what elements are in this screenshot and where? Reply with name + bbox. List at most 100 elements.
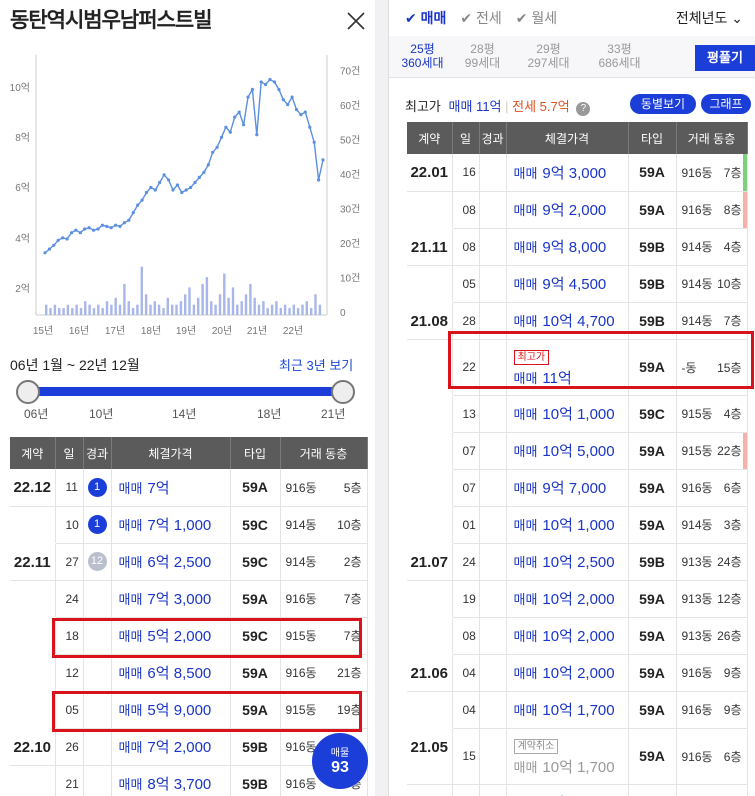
table-row[interactable]: 08 매매 10억 2,000 59A 913동 26층 bbox=[407, 617, 748, 655]
price-cell[interactable]: 매매 7억 1,000 bbox=[111, 506, 231, 544]
contract-month bbox=[407, 432, 453, 470]
tab-sale[interactable]: ✔ 매매 bbox=[405, 10, 447, 26]
slider-start-handle[interactable] bbox=[16, 380, 40, 404]
table-row[interactable]: 22.11 27 12 매매 6억 2,500 59C 914동 2층 bbox=[10, 543, 368, 581]
day-text: 24 bbox=[65, 591, 79, 606]
volume-bar bbox=[123, 283, 126, 315]
price-cell[interactable]: 매매 10억 1,000 bbox=[506, 506, 629, 544]
table-row[interactable]: 05 매매 5억 9,000 59A 915동 19층 bbox=[10, 691, 368, 729]
slider-end-handle[interactable] bbox=[331, 380, 355, 404]
dong-floor-cell: 916동 7층 bbox=[676, 154, 748, 192]
price-cell[interactable]: 매매 10억 2,000 bbox=[506, 654, 629, 692]
expand-area-button[interactable]: 평풀기 bbox=[695, 45, 755, 71]
price-cell[interactable]: 매매 10억 2,000 bbox=[506, 580, 629, 618]
price-cell[interactable]: 매매 10억 1,000 bbox=[506, 395, 629, 433]
recent-3y-link[interactable]: 최근 3년 보기 bbox=[279, 358, 354, 373]
price-cell[interactable]: 매매 6억 2,500 bbox=[111, 543, 231, 581]
col-contract: 계약 bbox=[407, 122, 453, 154]
price-point bbox=[184, 188, 188, 192]
price-cell[interactable]: 매매 9억 2,000 bbox=[506, 191, 629, 229]
price-point bbox=[105, 224, 109, 228]
table-row[interactable]: 24 매매 7억 3,000 59A 916동 7층 bbox=[10, 580, 368, 618]
price-cell[interactable]: 매매 7억 bbox=[111, 469, 231, 507]
table-row[interactable]: 13 매매 10억 1,000 59C 915동 4층 bbox=[407, 395, 748, 433]
area-option[interactable]: 29평 297세대 bbox=[521, 42, 576, 70]
table-row[interactable]: 12 매매 6억 8,500 59A 916동 21층 bbox=[10, 654, 368, 692]
day-cell: 05 bbox=[55, 691, 84, 729]
price-chart[interactable]: 2억 4억 6억 8억 10억 0 10건 20건 30건 40건 50건 60건 70건 15년 16년 1… bbox=[0, 50, 375, 345]
y-right-tick: 30건 bbox=[340, 204, 360, 216]
table-row[interactable]: 01 매매 10억 1,000 59A 914동 3층 bbox=[407, 506, 748, 544]
table-row[interactable]: 22.12 11 1 매매 7억 59A 916동 5층 bbox=[10, 469, 368, 507]
help-icon[interactable]: ? bbox=[576, 102, 591, 116]
floor-text: 4층 bbox=[723, 240, 742, 254]
table-row[interactable]: 21.08 28 매매 10억 4,700 59B 914동 7층 bbox=[407, 302, 748, 340]
price-point bbox=[308, 125, 312, 129]
area-option[interactable]: 33평 686세대 bbox=[592, 42, 647, 70]
price-cell[interactable]: 매매 9억 4,500 bbox=[506, 265, 629, 303]
deal-price: 10억 1,700 bbox=[542, 702, 615, 719]
dong-text: 916동 bbox=[285, 592, 317, 606]
table-row[interactable]: 22.10 26 매매 7억 2,000 59B 916동 bbox=[10, 728, 368, 766]
area-option[interactable]: 25평 360세대 bbox=[395, 42, 450, 70]
table-row[interactable]: 21.07 24 매매 10억 2,500 59B 913동 24층 bbox=[407, 543, 748, 581]
price-cell[interactable]: 매매 9억 7,000 bbox=[506, 469, 629, 507]
price-cell[interactable]: 매매 8억 3,700 bbox=[111, 765, 231, 796]
year-select[interactable]: 전체년도 ⌄ bbox=[676, 8, 743, 28]
table-row[interactable]: 10 1 매매 7억 1,000 59C 914동 10층 bbox=[10, 506, 368, 544]
price-cell[interactable]: 매매 5억 2,000 bbox=[111, 617, 231, 655]
price-point bbox=[264, 82, 268, 87]
unit-type: 59A bbox=[628, 432, 677, 470]
volume-bar bbox=[49, 308, 52, 315]
dong-view-button[interactable]: 동별보기 bbox=[630, 94, 696, 114]
deal-kind: 매매 bbox=[513, 592, 538, 607]
table-row[interactable]: 07 매매 9억 7,000 59A 916동 6층 bbox=[407, 469, 748, 507]
table-row[interactable]: 08 매매 9억 2,000 59A 916동 8층 bbox=[407, 191, 748, 229]
volume-bar bbox=[244, 294, 248, 315]
area-option[interactable]: 28평 99세대 bbox=[455, 42, 510, 70]
tab-jeonse[interactable]: ✔ 전세 bbox=[460, 10, 502, 26]
table-row[interactable]: 04 매매 10억 1,700 59A 916동 9층 bbox=[407, 691, 748, 729]
table-row[interactable]: 07 매매 10억 5,000 59A 915동 22층 bbox=[407, 432, 748, 470]
table-row[interactable]: 18 매매 5억 2,000 59C 915동 7층 bbox=[10, 617, 368, 655]
floor-text: 9층 bbox=[723, 703, 742, 717]
day-text: 04 bbox=[462, 665, 476, 680]
volume-bar bbox=[253, 297, 256, 316]
graph-button[interactable]: 그래프 bbox=[701, 94, 751, 114]
deal-price: 9억 2,000 bbox=[542, 202, 607, 219]
price-cell[interactable]: 계약취소 매매 10억 1,700 bbox=[506, 728, 629, 785]
volume-bar bbox=[114, 297, 117, 316]
price-cell[interactable]: 매매 9억 8,000 bbox=[506, 228, 629, 266]
table-row[interactable]: 19 매매 10억 2,000 59A 913동 12층 bbox=[407, 580, 748, 618]
table-row[interactable]: 05 매매 9억 4,500 59B 914동 10층 bbox=[407, 265, 748, 303]
price-cell[interactable]: 매매 7억 3,000 bbox=[111, 580, 231, 618]
table-row[interactable]: 22 최고가 매매 11억 59A -동 15층 bbox=[407, 339, 748, 396]
col-elapsed: 경과 bbox=[479, 122, 507, 154]
table-row[interactable]: 21.06 04 매매 10억 2,000 59A 916동 9층 bbox=[407, 654, 748, 692]
listings-button[interactable]: 매물 93 bbox=[312, 733, 368, 789]
table-row[interactable]: 21.05 15 계약취소 매매 10억 1,700 59A 916동 6층 bbox=[407, 728, 748, 785]
table-row[interactable]: 22.01 16 매매 9억 3,000 59A 916동 7층 bbox=[407, 154, 748, 192]
price-cell[interactable]: 매매 7억 2,000 bbox=[111, 728, 231, 766]
day-text: 13 bbox=[462, 406, 476, 421]
price-point bbox=[131, 211, 135, 215]
floor-text: 7층 bbox=[343, 629, 362, 643]
period-slider-track[interactable] bbox=[28, 387, 344, 396]
close-icon[interactable] bbox=[345, 10, 367, 32]
price-cell[interactable]: 매매 10억 4,700 bbox=[506, 302, 629, 340]
day-cell: 07 bbox=[452, 432, 480, 470]
price-cell[interactable]: 매매 10억 2,500 bbox=[506, 543, 629, 581]
price-cell[interactable]: 매매 10억 2,000 bbox=[506, 617, 629, 655]
table-row[interactable]: 21.11 08 매매 9억 8,000 59B 914동 4층 bbox=[407, 228, 748, 266]
price-cell[interactable]: 매매 6억 8,500 bbox=[111, 654, 231, 692]
price-cell[interactable]: 매매 10억 5,000 bbox=[506, 432, 629, 470]
price-cell[interactable]: 최고가 매매 11억 bbox=[506, 339, 629, 396]
y-left-tick: 6억 bbox=[15, 182, 30, 194]
x-tick: 17년 bbox=[105, 325, 125, 337]
price-cell[interactable]: 매매 10억 1,700 bbox=[506, 691, 629, 729]
price-cell[interactable]: 매매 5억 9,000 bbox=[111, 691, 231, 729]
tab-monthly[interactable]: ✔ 월세 bbox=[515, 10, 558, 26]
price-cell[interactable]: 매매 9억 3,000 bbox=[506, 154, 629, 192]
